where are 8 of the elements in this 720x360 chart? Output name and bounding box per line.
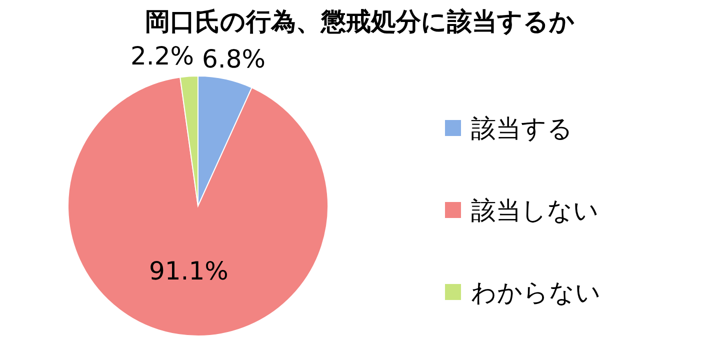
chart-title: 岡口氏の行為、懲戒処分に該当するか (145, 7, 575, 36)
legend-label: 該当しない (471, 196, 599, 225)
legend-label: 該当する (471, 114, 573, 143)
legend-label: わからない (471, 278, 601, 307)
data-label: 91.1% (148, 256, 228, 286)
data-label: 6.8% (202, 44, 266, 74)
pie-slice (68, 76, 328, 336)
data-label: 2.2% (130, 41, 194, 70)
